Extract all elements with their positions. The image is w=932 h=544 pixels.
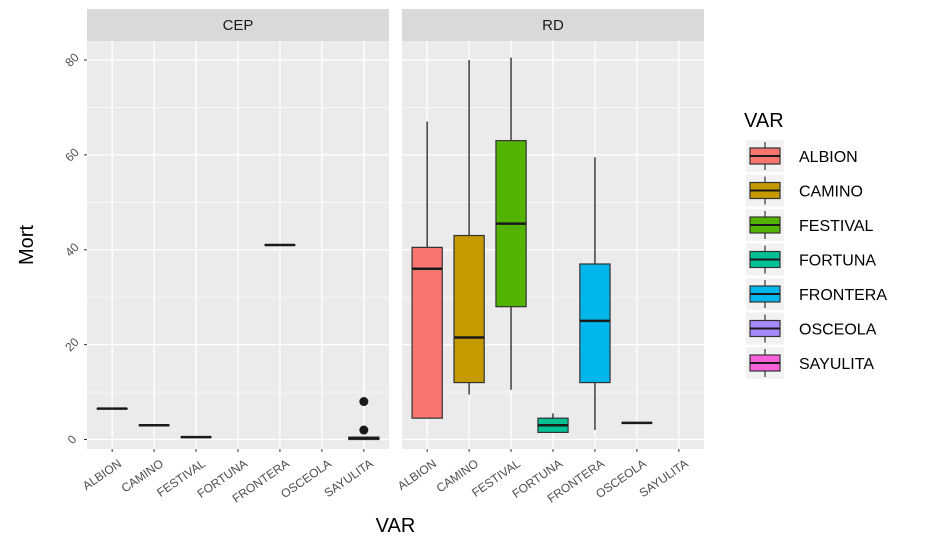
box-body xyxy=(453,234,485,384)
y-tick-label: 0 xyxy=(65,432,80,447)
legend-entry-label: OSCEOLA xyxy=(799,322,877,339)
box-body xyxy=(411,246,443,419)
box-outlier-point xyxy=(359,397,369,407)
legend-entry-label: FORTUNA xyxy=(799,253,876,270)
legend-title: VAR xyxy=(744,110,784,132)
legend-entry-label: FESTIVAL xyxy=(799,218,873,235)
box-body xyxy=(579,263,611,384)
legend-entry-label: ALBION xyxy=(799,149,858,166)
y-tick-label: 80 xyxy=(62,50,82,70)
facet-strip xyxy=(402,9,704,41)
x-tick-label: ALBION xyxy=(395,456,439,493)
y-tick-label: 20 xyxy=(62,335,82,355)
y-tick-label: 40 xyxy=(62,240,82,260)
y-tick-label: 60 xyxy=(62,145,82,165)
legend-entry-label: SAYULITA xyxy=(799,356,874,373)
x-tick-label: ALBION xyxy=(80,456,124,493)
legend-entry-label: FRONTERA xyxy=(799,287,887,304)
facet-strip-label: CEP xyxy=(223,17,254,34)
legend-entry-label: CAMINO xyxy=(799,184,863,201)
facet-strip-label: RD xyxy=(542,17,564,34)
x-axis-title: VAR xyxy=(376,515,416,537)
facet-strip xyxy=(87,9,389,41)
box-outlier-point xyxy=(359,425,369,435)
y-axis-title: Mort xyxy=(16,225,38,265)
